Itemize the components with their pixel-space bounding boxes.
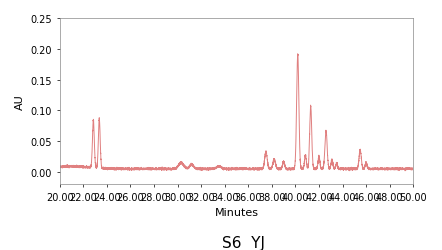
X-axis label: Minutes: Minutes [214,208,259,218]
Y-axis label: AU: AU [15,94,25,110]
Text: S6  YJ: S6 YJ [221,236,265,250]
